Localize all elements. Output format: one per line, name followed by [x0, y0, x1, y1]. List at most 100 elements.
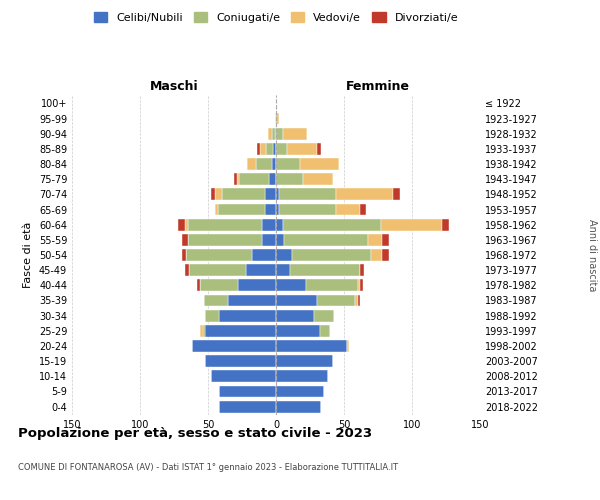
Bar — [276, 128, 283, 140]
Text: COMUNE DI FONTANAROSA (AV) - Dati ISTAT 1° gennaio 2023 - Elaborazione TUTTITALI: COMUNE DI FONTANAROSA (AV) - Dati ISTAT … — [18, 462, 398, 471]
Bar — [269, 174, 276, 185]
Bar — [382, 234, 389, 245]
Bar — [393, 188, 400, 200]
Bar — [276, 158, 301, 170]
Bar — [205, 325, 276, 336]
Bar — [368, 234, 382, 245]
Bar — [276, 386, 323, 398]
Bar — [211, 370, 276, 382]
Bar — [276, 234, 284, 245]
Bar — [355, 294, 358, 306]
Bar — [283, 219, 381, 230]
Bar — [279, 188, 336, 200]
Bar — [314, 310, 334, 322]
Bar — [272, 128, 275, 140]
Bar — [182, 249, 186, 261]
Bar — [204, 294, 229, 306]
Bar — [239, 174, 269, 185]
Bar — [303, 174, 333, 185]
Bar — [246, 264, 276, 276]
Bar — [265, 204, 276, 216]
Bar — [276, 340, 347, 352]
Bar — [188, 219, 262, 230]
Bar — [238, 280, 276, 291]
Text: Femmine: Femmine — [346, 80, 410, 92]
Bar — [292, 249, 371, 261]
Text: Maschi: Maschi — [149, 80, 199, 92]
Bar — [266, 143, 273, 155]
Text: Anni di nascita: Anni di nascita — [587, 219, 597, 291]
Bar — [188, 234, 262, 245]
Bar — [268, 128, 272, 140]
Bar — [382, 249, 389, 261]
Bar — [251, 249, 276, 261]
Bar — [200, 325, 203, 336]
Bar — [218, 204, 265, 216]
Legend: Celibi/Nubili, Coniugati/e, Vedovi/e, Divorziati/e: Celibi/Nubili, Coniugati/e, Vedovi/e, Di… — [89, 8, 463, 28]
Bar — [276, 325, 320, 336]
Bar — [276, 219, 283, 230]
Bar — [361, 204, 366, 216]
Bar — [361, 280, 363, 291]
Bar — [185, 219, 188, 230]
Bar — [306, 280, 358, 291]
Bar — [221, 188, 265, 200]
Bar — [276, 204, 279, 216]
Bar — [189, 264, 246, 276]
Bar — [381, 219, 442, 230]
Bar — [275, 112, 276, 124]
Bar — [191, 340, 276, 352]
Bar — [279, 204, 336, 216]
Bar — [260, 143, 266, 155]
Bar — [215, 188, 221, 200]
Bar — [265, 188, 276, 200]
Bar — [276, 294, 317, 306]
Bar — [236, 174, 239, 185]
Bar — [273, 143, 276, 155]
Bar — [284, 234, 368, 245]
Bar — [219, 310, 276, 322]
Bar — [336, 188, 393, 200]
Bar — [442, 219, 449, 230]
Bar — [276, 400, 321, 412]
Bar — [276, 112, 279, 124]
Bar — [276, 143, 287, 155]
Bar — [257, 143, 260, 155]
Bar — [215, 204, 218, 216]
Bar — [287, 143, 317, 155]
Bar — [211, 188, 215, 200]
Bar — [276, 188, 279, 200]
Bar — [186, 249, 251, 261]
Bar — [358, 280, 361, 291]
Bar — [219, 400, 276, 412]
Bar — [320, 325, 331, 336]
Bar — [197, 280, 200, 291]
Bar — [219, 386, 276, 398]
Bar — [178, 219, 185, 230]
Bar — [371, 249, 382, 261]
Bar — [347, 340, 349, 352]
Bar — [200, 280, 238, 291]
Bar — [247, 158, 256, 170]
Text: Popolazione per età, sesso e stato civile - 2023: Popolazione per età, sesso e stato civil… — [18, 428, 372, 440]
Bar — [290, 264, 361, 276]
Bar — [275, 128, 276, 140]
Bar — [276, 249, 292, 261]
Bar — [262, 219, 276, 230]
Y-axis label: Fasce di età: Fasce di età — [23, 222, 33, 288]
Bar — [276, 370, 328, 382]
Bar — [276, 174, 303, 185]
Bar — [185, 264, 189, 276]
Bar — [317, 143, 321, 155]
Bar — [301, 158, 338, 170]
Bar — [276, 310, 314, 322]
Bar — [276, 355, 333, 367]
Bar — [234, 174, 236, 185]
Bar — [358, 294, 361, 306]
Bar — [272, 158, 276, 170]
Bar — [205, 310, 219, 322]
Bar — [361, 264, 364, 276]
Bar — [317, 294, 355, 306]
Bar — [283, 128, 307, 140]
Bar — [336, 204, 361, 216]
